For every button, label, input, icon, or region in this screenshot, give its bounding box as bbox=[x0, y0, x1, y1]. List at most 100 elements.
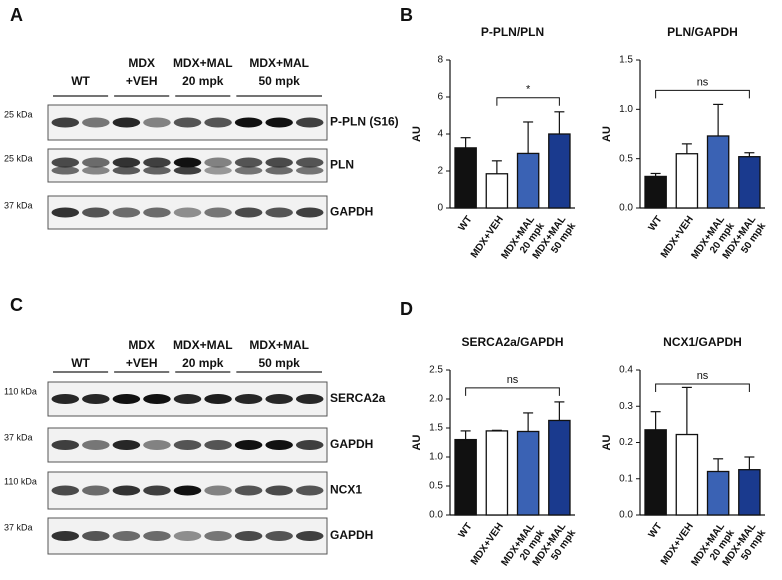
bar bbox=[738, 469, 761, 516]
blot-band bbox=[265, 485, 293, 496]
protein-name: SERCA2a bbox=[330, 391, 386, 405]
blot-band bbox=[234, 207, 263, 218]
y-tick-label: 2.5 bbox=[429, 365, 443, 376]
blot-band bbox=[295, 394, 324, 404]
lane-header: MDX+MAL 50 mpk bbox=[249, 338, 309, 370]
blot-band bbox=[112, 440, 141, 450]
x-tick-label-line: WT bbox=[456, 214, 474, 233]
blot-band bbox=[143, 166, 171, 175]
bar bbox=[485, 430, 509, 516]
y-tick-label: 8 bbox=[437, 55, 443, 66]
lane-header-line: MDX+MAL bbox=[249, 338, 309, 352]
blot-band bbox=[143, 394, 171, 404]
blot-band bbox=[234, 157, 263, 168]
blot-band bbox=[204, 166, 232, 175]
blot-band bbox=[173, 531, 202, 541]
blot-band bbox=[143, 117, 171, 128]
protein-name: GAPDH bbox=[330, 528, 373, 542]
lane-header-line: MDX bbox=[128, 338, 155, 352]
significance-label: * bbox=[526, 84, 531, 96]
y-tick-label: 0.3 bbox=[619, 401, 633, 412]
lane-header-line: 50 mpk bbox=[258, 356, 300, 370]
lane-header-line: MDX+MAL bbox=[173, 338, 233, 352]
panel-label: A bbox=[10, 5, 23, 25]
molecular-weight: 25 kDa bbox=[4, 153, 33, 163]
x-tick-label-line: WT bbox=[646, 214, 664, 233]
blot-band bbox=[234, 166, 263, 175]
lane-header-line: MDX+MAL bbox=[249, 56, 309, 70]
blot-band bbox=[234, 440, 263, 450]
blot-band bbox=[51, 207, 80, 218]
blot-band bbox=[173, 485, 202, 496]
blot-band bbox=[265, 531, 293, 541]
significance-bracket bbox=[465, 387, 560, 396]
lane-header-line: +VEH bbox=[126, 356, 158, 370]
blot-band bbox=[173, 166, 202, 175]
blot-band bbox=[143, 157, 171, 168]
blot-band bbox=[51, 440, 80, 450]
blot-band bbox=[112, 207, 141, 218]
lane-header: MDX +VEH bbox=[126, 338, 158, 370]
blot-band bbox=[143, 440, 171, 450]
bar bbox=[706, 135, 730, 209]
y-tick-label: 0.2 bbox=[619, 437, 633, 448]
blot-band bbox=[204, 117, 232, 128]
molecular-weight: 110 kDa bbox=[4, 476, 37, 486]
y-axis-label: AU bbox=[601, 435, 613, 451]
bar bbox=[738, 156, 761, 209]
blot-band bbox=[204, 157, 232, 168]
x-tick-label: WT bbox=[646, 521, 664, 540]
significance-bracket bbox=[655, 383, 750, 392]
lane-header-line: MDX bbox=[128, 56, 155, 70]
y-tick-label: 2.0 bbox=[429, 394, 443, 405]
bar bbox=[675, 433, 699, 516]
blot-band bbox=[173, 207, 202, 218]
chart-title: P-PLN/PLN bbox=[481, 25, 544, 39]
bar bbox=[454, 147, 477, 209]
lane-header: MDX+MAL 50 mpk bbox=[249, 56, 309, 88]
significance-label: ns bbox=[697, 76, 709, 88]
blot-band bbox=[295, 117, 324, 128]
blot-band bbox=[82, 485, 110, 496]
significance-label: ns bbox=[697, 370, 709, 382]
blot-band bbox=[295, 440, 324, 450]
lane-header: WT bbox=[71, 74, 90, 88]
blot-band bbox=[173, 440, 202, 450]
blot-band bbox=[265, 440, 293, 450]
bar bbox=[706, 470, 730, 516]
protein-name: GAPDH bbox=[330, 437, 373, 451]
blot-band bbox=[265, 166, 293, 175]
lane-header: MDX+MAL 20 mpk bbox=[173, 338, 233, 370]
blot-band bbox=[204, 394, 232, 404]
blot-band bbox=[173, 394, 202, 404]
y-tick-label: 0.4 bbox=[619, 365, 633, 376]
blot-band bbox=[112, 117, 141, 128]
y-tick-label: 0.0 bbox=[619, 203, 633, 214]
y-axis-label: AU bbox=[411, 126, 423, 142]
protein-name: GAPDH bbox=[330, 205, 373, 219]
significance-bracket bbox=[655, 89, 750, 99]
lane-header-line: WT bbox=[71, 74, 90, 88]
blot-band bbox=[204, 485, 232, 496]
blot-band bbox=[82, 394, 110, 404]
y-tick-label: 0.0 bbox=[429, 510, 443, 521]
blot-band bbox=[51, 117, 80, 128]
bar bbox=[675, 153, 699, 209]
protein-name: PLN bbox=[330, 158, 354, 172]
blot-band bbox=[173, 157, 202, 168]
significance-bracket bbox=[496, 97, 560, 106]
blot-band bbox=[51, 485, 80, 496]
lane-header-line: 20 mpk bbox=[182, 356, 224, 370]
y-tick-label: 1.0 bbox=[429, 452, 443, 463]
blot-band bbox=[265, 207, 293, 218]
blot-band bbox=[82, 440, 110, 450]
bar bbox=[548, 133, 571, 209]
blot-band bbox=[204, 207, 232, 218]
y-tick-label: 0.0 bbox=[619, 510, 633, 521]
y-tick-label: 0.5 bbox=[429, 481, 443, 492]
blot-band bbox=[265, 394, 293, 404]
x-tick-label-line: WT bbox=[456, 521, 474, 540]
blot-band bbox=[204, 440, 232, 450]
bar bbox=[516, 430, 540, 516]
lane-header-line: WT bbox=[71, 356, 90, 370]
